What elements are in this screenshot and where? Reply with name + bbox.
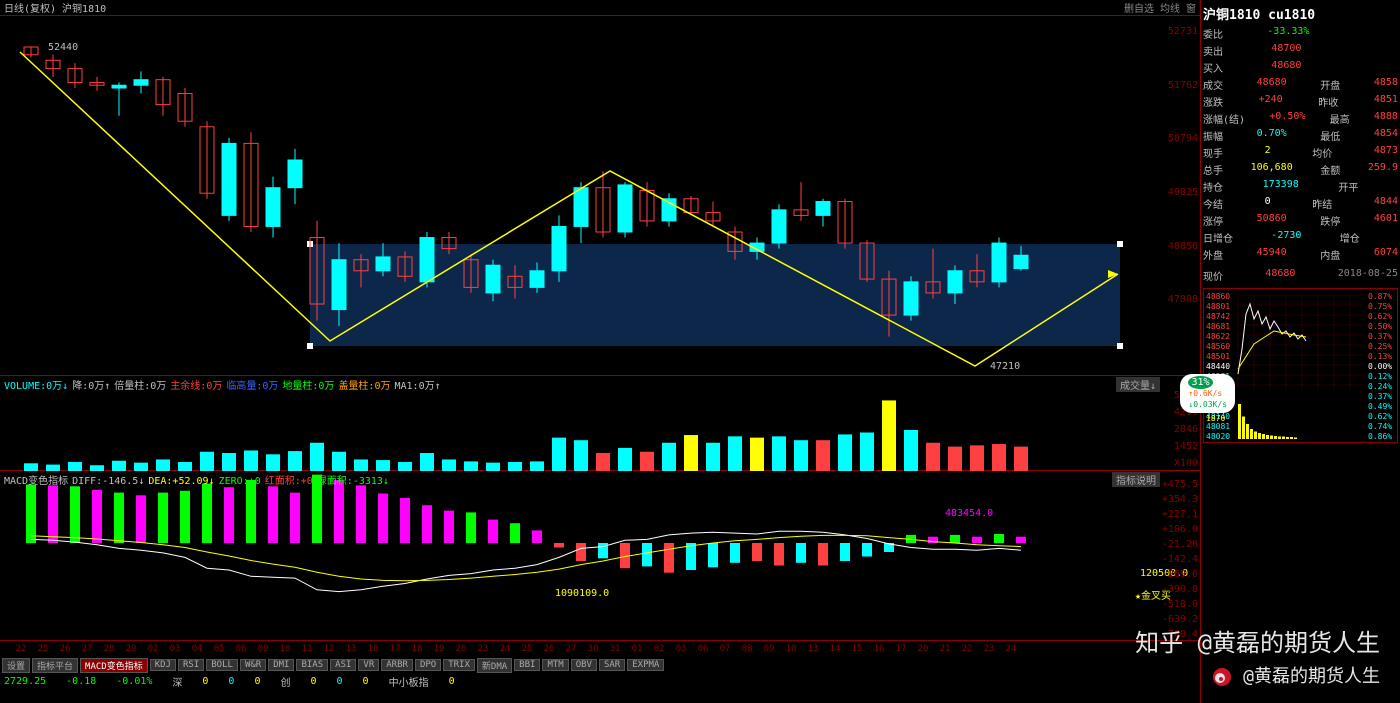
svg-text:0.74%: 0.74% [1368, 422, 1392, 431]
tab-设置[interactable]: 设置 [2, 658, 30, 673]
quote-row: 今结0昨结4844 [1203, 195, 1398, 212]
svg-text:0.12%: 0.12% [1368, 372, 1392, 381]
candlestick-chart[interactable]: 52440 47210 52731517625079449825488564788… [0, 16, 1200, 376]
tab-OBV[interactable]: OBV [571, 659, 597, 671]
price-label: 现价 [1203, 268, 1223, 283]
tab-BOLL[interactable]: BOLL [206, 659, 238, 671]
indicator-tabs: 设置指标平台MACD变色指标KDJRSIBOLLW&RDMIBIASASIVRA… [0, 657, 1200, 673]
svg-text:52440: 52440 [48, 42, 78, 53]
svg-text:0.49%: 0.49% [1368, 402, 1392, 411]
macd-panel[interactable]: MACD变色指标DIFF:-146.5↓DEA:+52.09↓ZERO:+0红面… [0, 471, 1200, 641]
svg-text:48742: 48742 [1206, 312, 1230, 321]
svg-text:0.13%: 0.13% [1368, 352, 1392, 361]
btn-ma[interactable]: 均线 [1160, 0, 1180, 15]
quote-row: 外盘45940内盘6074 [1203, 246, 1398, 263]
tab-W&R[interactable]: W&R [240, 659, 266, 671]
price-axis: 527315176250794498254885647888 [1162, 16, 1200, 375]
intraday-chart[interactable]: 4886048801487424868148622485604850148440… [1203, 288, 1398, 443]
watermark-weibo: @黄磊的期货人生 [1212, 662, 1380, 688]
tab-EXPMA[interactable]: EXPMA [627, 659, 664, 671]
btn-fav[interactable]: 删自选 [1124, 0, 1154, 15]
svg-text:48681: 48681 [1206, 322, 1230, 331]
status-bar: 2729.25-0.18-0.01%深000创000中小板指0 [0, 673, 1200, 689]
svg-text:0.62%: 0.62% [1368, 312, 1392, 321]
tab-TRIX[interactable]: TRIX [443, 659, 475, 671]
tab-VR[interactable]: VR [358, 659, 379, 671]
svg-text:483454.0: 483454.0 [945, 508, 993, 519]
svg-text:0.37%: 0.37% [1368, 332, 1392, 341]
volume-panel[interactable]: VOLUME:0万↓降:0万↑倍量柱:0万主余线:0万临高量:0万地量柱:0万盖… [0, 376, 1200, 471]
quote-row: 成交48680开盘4858 [1203, 76, 1398, 93]
chart-title: 日线(复权) 沪铜1810 [4, 0, 106, 15]
tab-BIAS[interactable]: BIAS [296, 659, 328, 671]
svg-text:47210: 47210 [990, 361, 1020, 372]
quote-row: 涨幅(结)+0.50%最高4888 [1203, 110, 1398, 127]
quote-row: 持仓173398开平 [1203, 178, 1398, 195]
tab-ASI[interactable]: ASI [330, 659, 356, 671]
svg-text:48020: 48020 [1206, 432, 1230, 441]
svg-text:48860: 48860 [1206, 292, 1230, 301]
svg-text:48622: 48622 [1206, 332, 1230, 341]
svg-text:48560: 48560 [1206, 342, 1230, 351]
quote-row: 买入48680 [1203, 59, 1398, 76]
quote-row: 振幅0.70%最低4854 [1203, 127, 1398, 144]
quote-row: 卖出48700 [1203, 42, 1398, 59]
rate-badge: 31% ↑0.6K/s ↓0.03K/s [1180, 374, 1235, 413]
volume-header: VOLUME:0万↓降:0万↑倍量柱:0万主余线:0万临高量:0万地量柱:0万盖… [4, 377, 445, 392]
quote-row: 委比-33.33% [1203, 25, 1398, 42]
svg-text:1870: 1870 [1206, 414, 1225, 423]
svg-text:48501: 48501 [1206, 352, 1230, 361]
volume-toggle[interactable]: 成交量↓ [1116, 377, 1160, 392]
svg-text:48440: 48440 [1206, 362, 1230, 371]
svg-text:48081: 48081 [1206, 422, 1230, 431]
quote-row: 日增仓-2730增仓 [1203, 229, 1398, 246]
title-bar: 日线(复权) 沪铜1810 删自选 均线 窗 [0, 0, 1200, 16]
quote-row: 涨停50860跌停4601 [1203, 212, 1398, 229]
svg-text:0.87%: 0.87% [1368, 292, 1392, 301]
quote-panel: 沪铜1810 cu1810 委比-33.33%卖出48700买入48680成交4… [1200, 0, 1400, 703]
quote-row: 现手2均价4873 [1203, 144, 1398, 161]
svg-text:48801: 48801 [1206, 302, 1230, 311]
instrument-name: 沪铜1810 cu1810 [1203, 2, 1398, 25]
tab-指标平台[interactable]: 指标平台 [32, 658, 78, 673]
date-axis: 2225262728290203040506091011121316171819… [0, 641, 1200, 657]
tab-MTM[interactable]: MTM [542, 659, 568, 671]
watermark: 知乎 @黄磊的期货人生 [1135, 623, 1380, 658]
tab-DPO[interactable]: DPO [415, 659, 441, 671]
svg-text:0.25%: 0.25% [1368, 342, 1392, 351]
tab-KDJ[interactable]: KDJ [150, 659, 176, 671]
svg-text:0.86%: 0.86% [1368, 432, 1392, 441]
svg-text:1090109.0: 1090109.0 [555, 588, 609, 599]
tab-SAR[interactable]: SAR [599, 659, 625, 671]
svg-text:0.75%: 0.75% [1368, 302, 1392, 311]
svg-text:0.00%: 0.00% [1368, 362, 1392, 371]
quote-row: 涨跌+240昨收4851 [1203, 93, 1398, 110]
btn-win[interactable]: 窗 [1186, 0, 1196, 15]
price-value: 48680 [1265, 268, 1295, 283]
tab-BBI[interactable]: BBI [514, 659, 540, 671]
tab-RSI[interactable]: RSI [178, 659, 204, 671]
macd-axis: +475.5+354.3+227.1+106.0-21.26-142.4-269… [1162, 471, 1200, 640]
macd-help[interactable]: 指标说明 [1112, 472, 1160, 487]
macd-header: MACD变色指标DIFF:-146.5↓DEA:+52.09↓ZERO:+0红面… [4, 472, 393, 487]
tab-新DMA[interactable]: 新DMA [477, 658, 512, 673]
svg-text:0.50%: 0.50% [1368, 322, 1392, 331]
tab-ARBR[interactable]: ARBR [381, 659, 413, 671]
price-date: 2018-08-25 [1338, 268, 1398, 283]
svg-text:0.62%: 0.62% [1368, 412, 1392, 421]
quote-row: 总手106,680金额259.9 [1203, 161, 1398, 178]
svg-text:0.24%: 0.24% [1368, 382, 1392, 391]
tab-DMI[interactable]: DMI [268, 659, 294, 671]
svg-text:0.37%: 0.37% [1368, 392, 1392, 401]
